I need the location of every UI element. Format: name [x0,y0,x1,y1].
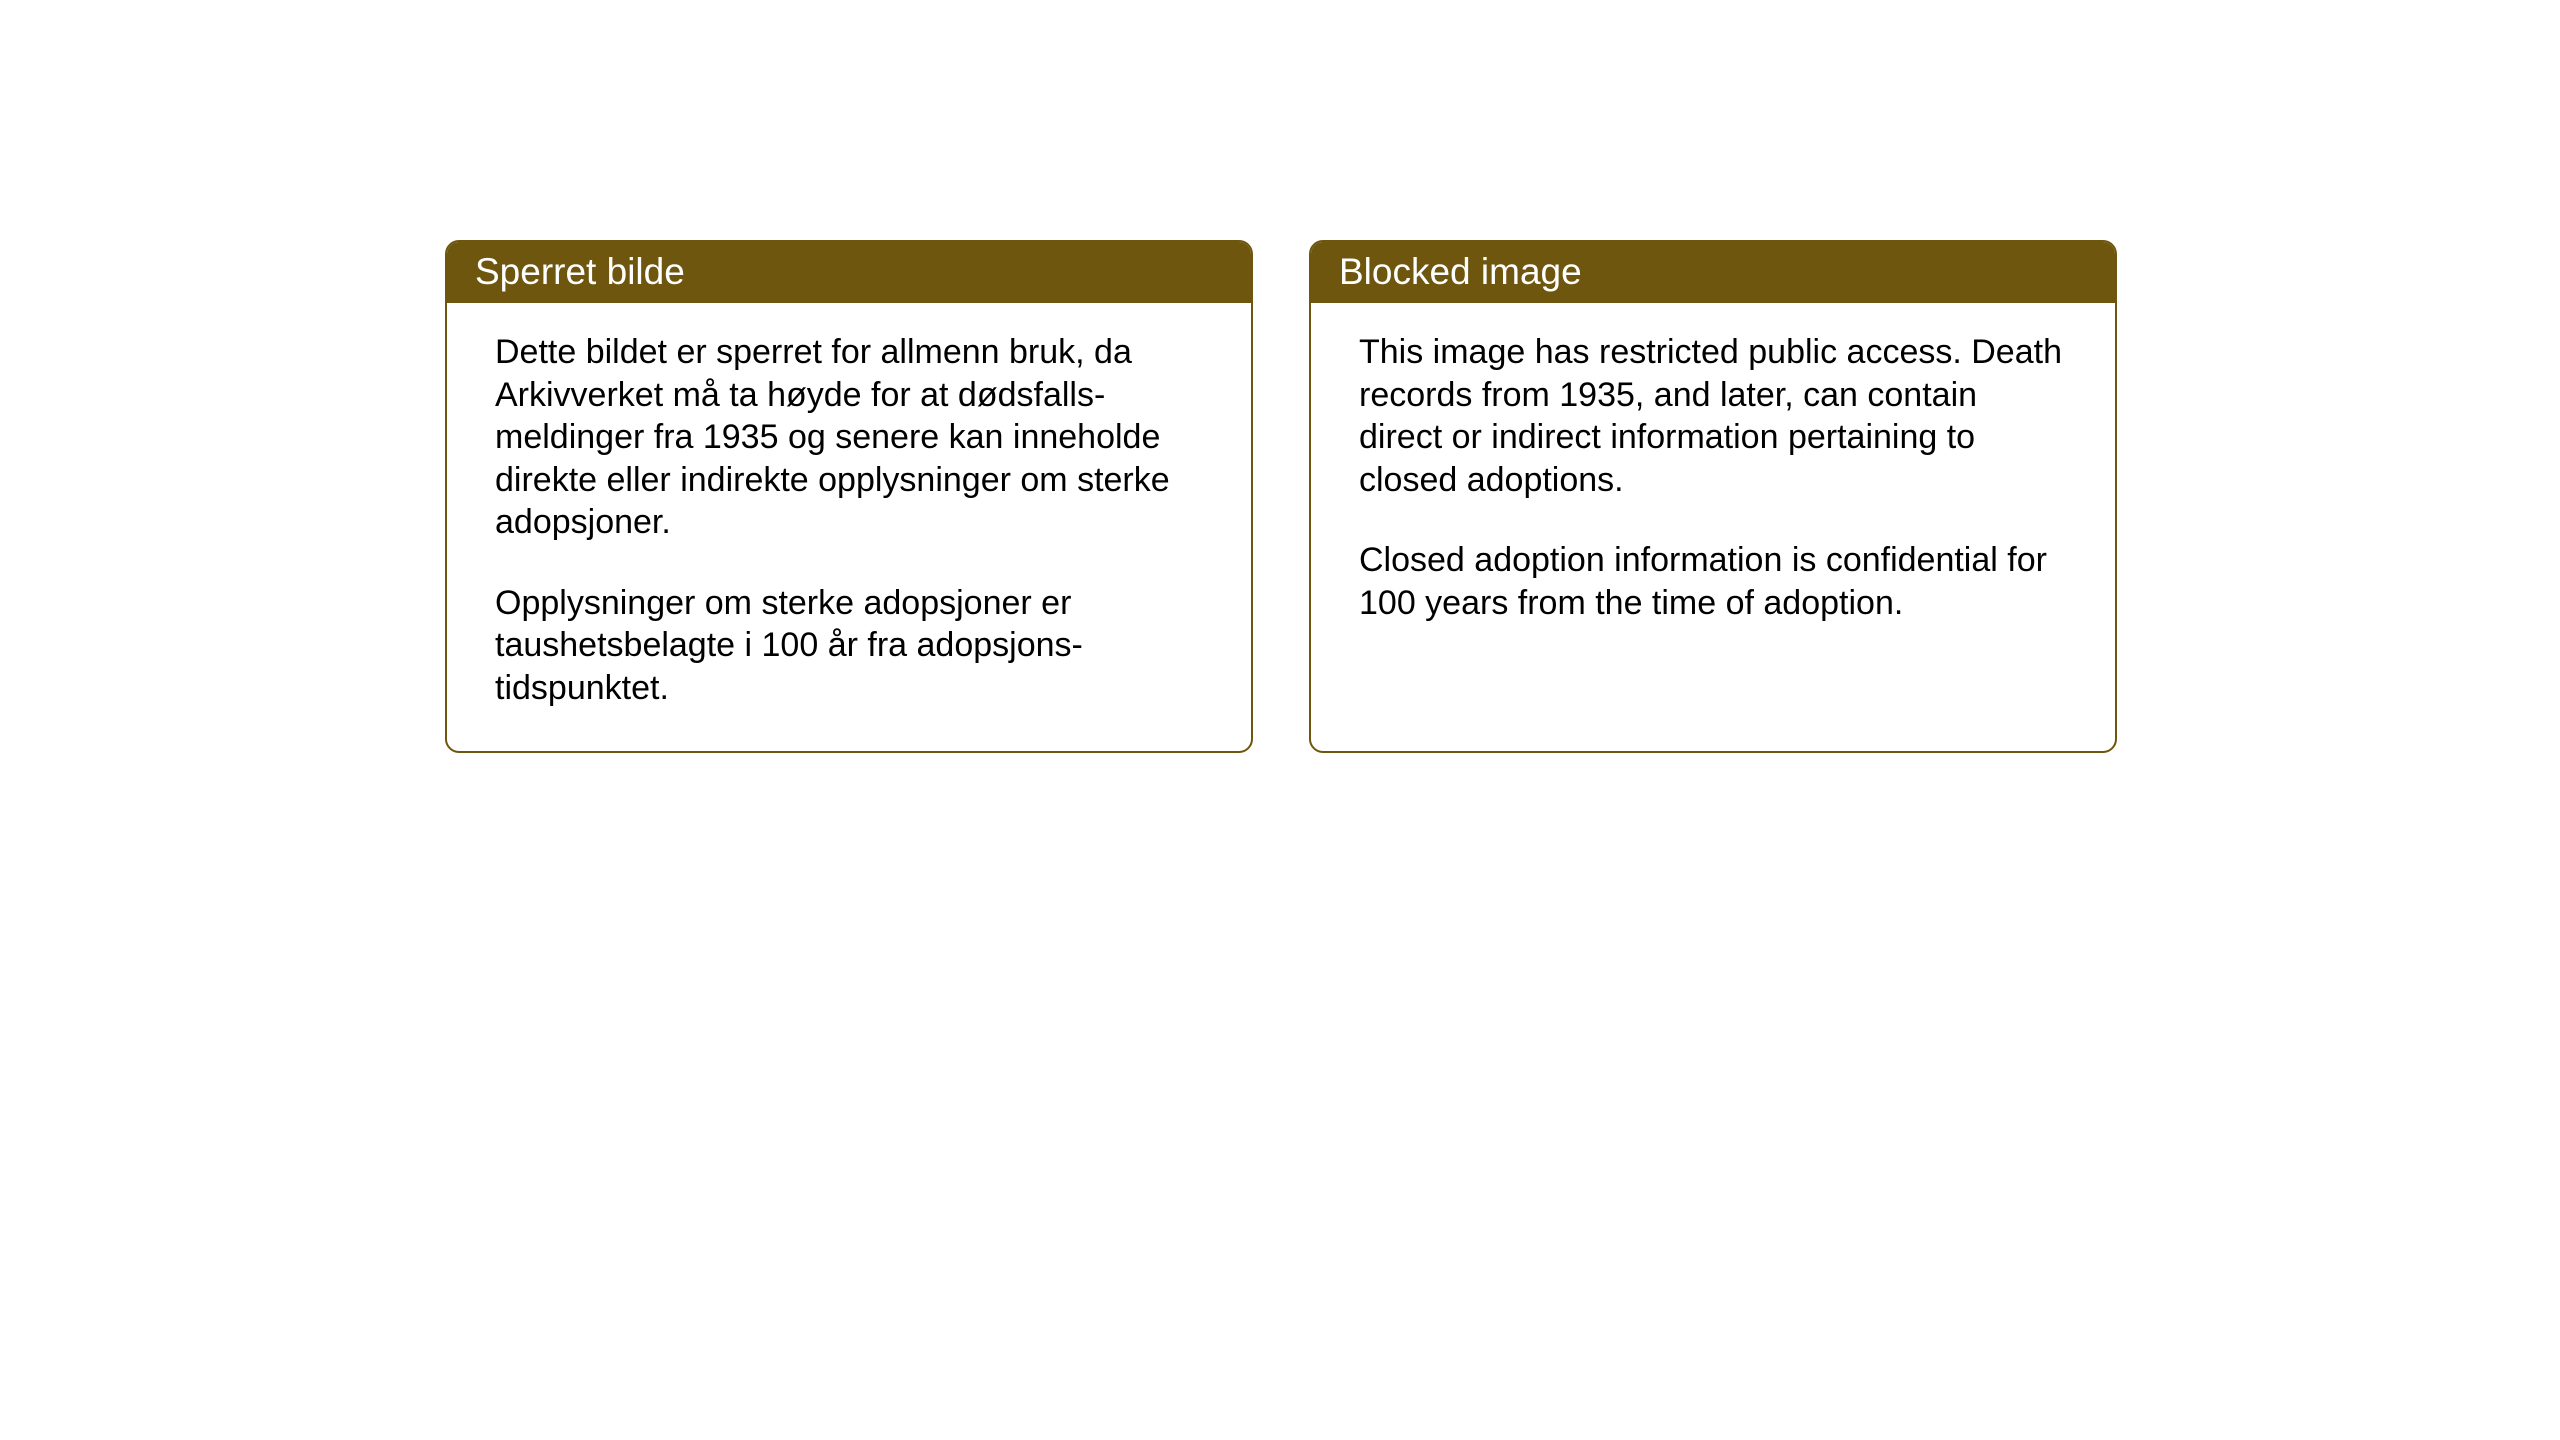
notice-header-norwegian: Sperret bilde [447,242,1251,303]
notice-body-english: This image has restricted public access.… [1311,303,2115,743]
notice-paragraph-2-english: Closed adoption information is confident… [1359,539,2067,624]
notice-card-norwegian: Sperret bilde Dette bildet er sperret fo… [445,240,1253,753]
notice-header-english: Blocked image [1311,242,2115,303]
notice-container: Sperret bilde Dette bildet er sperret fo… [445,240,2117,753]
notice-paragraph-1-english: This image has restricted public access.… [1359,331,2067,501]
notice-paragraph-1-norwegian: Dette bildet er sperret for allmenn bruk… [495,331,1203,544]
notice-title-english: Blocked image [1339,251,1582,292]
notice-body-norwegian: Dette bildet er sperret for allmenn bruk… [447,303,1251,751]
notice-paragraph-2-norwegian: Opplysninger om sterke adopsjoner er tau… [495,582,1203,710]
notice-title-norwegian: Sperret bilde [475,251,685,292]
notice-card-english: Blocked image This image has restricted … [1309,240,2117,753]
